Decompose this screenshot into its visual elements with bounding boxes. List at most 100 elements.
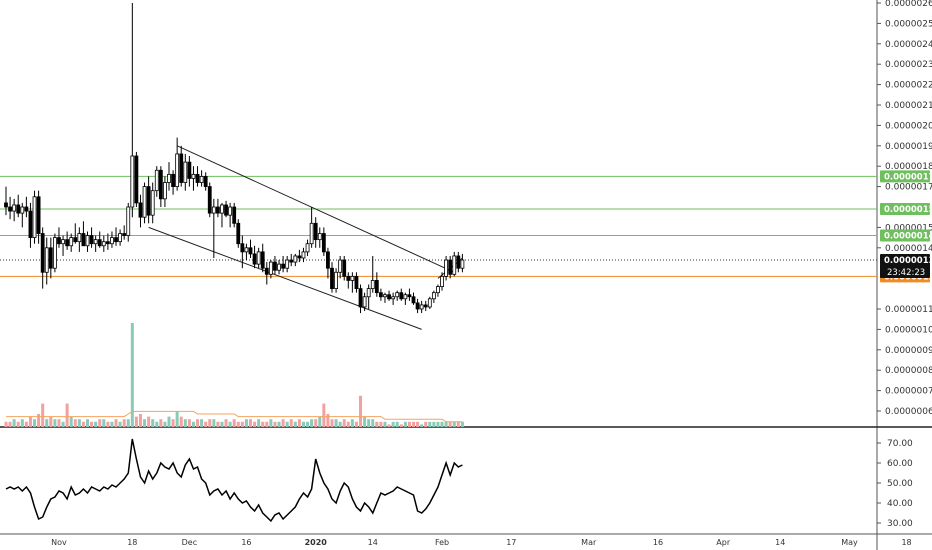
volume-bar xyxy=(277,421,281,427)
candle-body-down xyxy=(456,255,461,269)
candle xyxy=(85,231,90,252)
candle xyxy=(163,176,167,207)
candle xyxy=(36,190,41,244)
candle-body-up xyxy=(44,247,49,273)
candle xyxy=(81,221,86,247)
candle-body-down xyxy=(138,202,143,218)
candle xyxy=(411,292,416,305)
candle xyxy=(89,227,94,248)
candle xyxy=(4,186,8,216)
candle-body-up xyxy=(452,255,457,275)
candle-body-down xyxy=(346,275,351,281)
candle-body-down xyxy=(326,251,330,269)
price-badges: 0.000001750.000001590.000001460.00000126… xyxy=(880,170,932,283)
candle-body-down xyxy=(48,247,53,269)
candle-body-up xyxy=(419,304,424,310)
level-badge-text: 0.00000175 xyxy=(884,172,932,182)
rsi-pane[interactable] xyxy=(5,438,463,523)
candle xyxy=(122,225,127,240)
candle-body-up xyxy=(391,296,396,300)
candle-body-down xyxy=(28,210,33,239)
volume-bar xyxy=(187,419,191,427)
candle-body-down xyxy=(252,253,257,265)
volume-bar xyxy=(191,421,195,427)
candle-body-up xyxy=(12,204,17,212)
volume-bar xyxy=(244,419,248,427)
candle-body-up xyxy=(85,235,90,247)
candle xyxy=(20,202,25,228)
volume-bar xyxy=(208,419,212,427)
level-badge-text: 0.00000159 xyxy=(884,205,932,215)
volume-bar xyxy=(240,421,244,427)
volume-bar xyxy=(224,419,228,427)
candle xyxy=(126,202,131,242)
candle xyxy=(399,288,404,301)
candle-body-down xyxy=(264,267,269,275)
time-tick-label: Dec xyxy=(182,538,197,547)
volume-bar xyxy=(391,421,395,427)
volume-bar xyxy=(257,419,261,427)
candle xyxy=(77,227,82,252)
volume-bar xyxy=(379,421,383,427)
candle xyxy=(301,247,306,263)
candle-body-down xyxy=(354,275,359,289)
channel-upper-line xyxy=(176,145,455,273)
volume-bar xyxy=(33,419,37,427)
volume-bar xyxy=(269,419,273,427)
candle xyxy=(236,219,241,248)
candle xyxy=(448,255,453,279)
volume-bar xyxy=(102,419,106,427)
candle-body-up xyxy=(460,259,465,269)
candle-body-up xyxy=(228,206,233,216)
candle xyxy=(383,292,387,303)
candle-body-down xyxy=(313,222,318,241)
candle-body-up xyxy=(309,222,314,245)
candle-body-up xyxy=(366,288,371,298)
candle-body-up xyxy=(150,190,155,216)
time-tick-label: Feb xyxy=(435,538,449,547)
candle xyxy=(191,166,196,191)
candle-body-down xyxy=(240,243,245,253)
candle-body-down xyxy=(415,302,420,310)
candle-body-up xyxy=(118,233,122,243)
volume-bar xyxy=(448,421,452,427)
volume-bar xyxy=(403,421,407,427)
candle xyxy=(305,239,310,256)
candle-body-up xyxy=(383,294,387,298)
candle-body-up xyxy=(110,237,114,245)
candle xyxy=(330,262,334,293)
candle-body-up xyxy=(220,204,224,214)
candle xyxy=(419,300,424,314)
candle-body-down xyxy=(179,153,184,183)
volume-pane xyxy=(4,323,464,427)
candle-body-up xyxy=(32,196,37,239)
time-tick-label: 2020 xyxy=(305,538,328,547)
candle xyxy=(342,255,347,281)
volume-bar xyxy=(183,419,187,427)
candle xyxy=(224,200,228,218)
candle xyxy=(358,284,363,314)
volume-bar xyxy=(24,421,28,427)
candle xyxy=(374,272,379,297)
candle xyxy=(273,255,277,275)
volume-bar xyxy=(334,419,338,427)
volume-bar xyxy=(444,421,448,427)
candle-body-up xyxy=(167,173,171,183)
candle xyxy=(289,253,294,267)
candle xyxy=(93,235,98,252)
candle xyxy=(277,260,281,275)
candle xyxy=(48,237,53,279)
candle-body-up xyxy=(403,294,408,300)
volume-bar xyxy=(126,419,130,427)
rsi-axis[interactable]: 70.00 60.00 50.00 40.00 30.00 xyxy=(877,439,913,529)
time-axis[interactable]: Nov 18 Dec 16 2020 14 Feb 17 Mar 16 Apr 14 May 18 xyxy=(51,538,912,547)
candle xyxy=(334,268,338,293)
candle-body-down xyxy=(40,233,45,273)
candle xyxy=(175,137,180,191)
